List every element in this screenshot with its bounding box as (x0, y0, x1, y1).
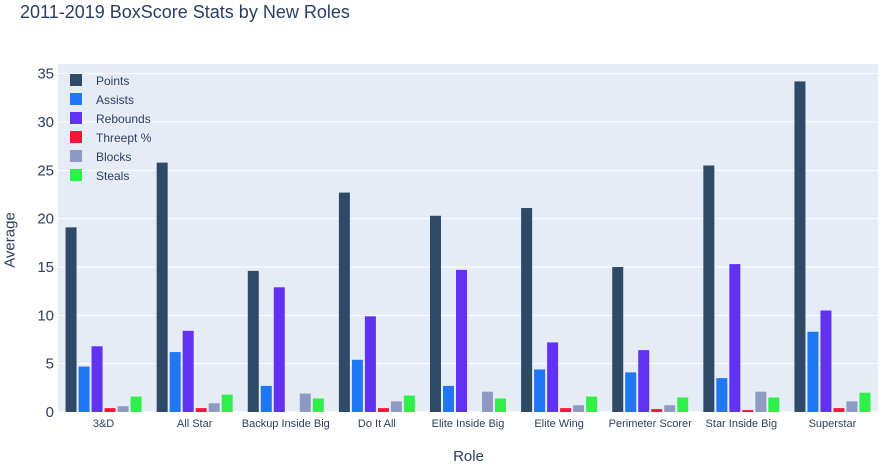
bar-steals (495, 398, 506, 412)
x-tick-label: Backup Inside Big (242, 418, 330, 430)
bar-threept- (833, 408, 845, 412)
plot-background (58, 64, 878, 412)
y-tick-label: 15 (37, 259, 54, 276)
y-tick-label: 5 (46, 356, 54, 373)
y-tick-label: 20 (37, 211, 54, 228)
bar-steals (586, 396, 598, 412)
bar-assists (351, 359, 363, 412)
legend-label: Assists (96, 93, 134, 107)
bar-blocks (299, 393, 311, 412)
bar-steals (221, 394, 233, 412)
legend-label: Blocks (96, 150, 131, 164)
bar-assists (716, 378, 728, 412)
bar-rebounds (729, 264, 741, 412)
x-axis-title: Role (453, 448, 484, 465)
bar-rebounds (91, 346, 103, 412)
bar-blocks (390, 401, 402, 412)
bar-steals (403, 395, 415, 412)
bar-assists (78, 366, 90, 412)
bar-blocks (573, 405, 585, 412)
bar-points (794, 81, 806, 413)
bar-points (65, 227, 77, 412)
bar-steals (768, 397, 780, 412)
y-tick-label: 30 (37, 114, 54, 131)
chart-title: 2011-2019 BoxScore Stats by New Roles (20, 2, 350, 22)
bar-blocks (208, 403, 220, 412)
bar-steals (677, 397, 689, 412)
bar-rebounds (182, 330, 194, 412)
x-tick-label: Star Inside Big (706, 418, 778, 430)
bar-assists (807, 331, 819, 412)
x-tick-label: Superstar (809, 418, 857, 430)
legend-label: Steals (96, 169, 129, 183)
bar-threept- (742, 410, 754, 412)
bar-points (521, 208, 533, 412)
bar-blocks (846, 401, 858, 412)
bar-blocks (482, 391, 493, 412)
bar-assists (625, 372, 637, 412)
bar-points (430, 215, 441, 412)
x-tick-label: Perimeter Scorer (609, 418, 692, 430)
bar-blocks (755, 391, 767, 412)
legend-swatch (70, 150, 82, 162)
bar-assists (534, 369, 546, 412)
bar-steals (312, 398, 324, 412)
bar-threept- (195, 408, 207, 412)
bar-rebounds (547, 342, 559, 412)
bar-points (612, 267, 624, 412)
bar-points (703, 165, 715, 412)
legend-swatch (70, 169, 82, 181)
bar-points (338, 192, 350, 412)
bar-points (156, 162, 168, 412)
bar-threept- (560, 408, 572, 412)
y-tick-label: 25 (37, 162, 54, 179)
legend-label: Threept % (96, 131, 152, 145)
bar-threept- (377, 408, 389, 412)
y-tick-label: 10 (37, 307, 54, 324)
legend-label: Rebounds (96, 112, 151, 126)
bar-assists (260, 385, 272, 412)
bar-rebounds (638, 350, 650, 412)
bar-assists (169, 352, 181, 412)
legend-swatch (70, 112, 82, 124)
legend-swatch (70, 74, 82, 86)
y-tick-label: 35 (37, 66, 54, 83)
x-tick-label: Do It All (358, 418, 396, 430)
bar-rebounds (273, 287, 285, 412)
x-tick-label: 3&D (93, 418, 114, 430)
x-tick-label: All Star (177, 418, 213, 430)
bar-points (247, 270, 259, 412)
bar-rebounds (456, 269, 467, 412)
bar-rebounds (820, 310, 832, 412)
bar-threept- (104, 408, 116, 412)
bar-blocks (117, 406, 129, 412)
legend-label: Points (96, 74, 129, 88)
bar-steals (130, 396, 142, 412)
bar-threept- (651, 409, 663, 412)
legend-swatch (70, 131, 82, 143)
bar-steals (859, 392, 871, 412)
x-tick-label: Elite Inside Big (432, 418, 505, 430)
bar-rebounds (364, 316, 376, 412)
legend-swatch (70, 93, 82, 105)
bar-blocks (664, 405, 676, 412)
x-tick-label: Elite Wing (534, 418, 584, 430)
y-tick-label: 0 (46, 404, 54, 421)
bar-assists (443, 385, 454, 412)
